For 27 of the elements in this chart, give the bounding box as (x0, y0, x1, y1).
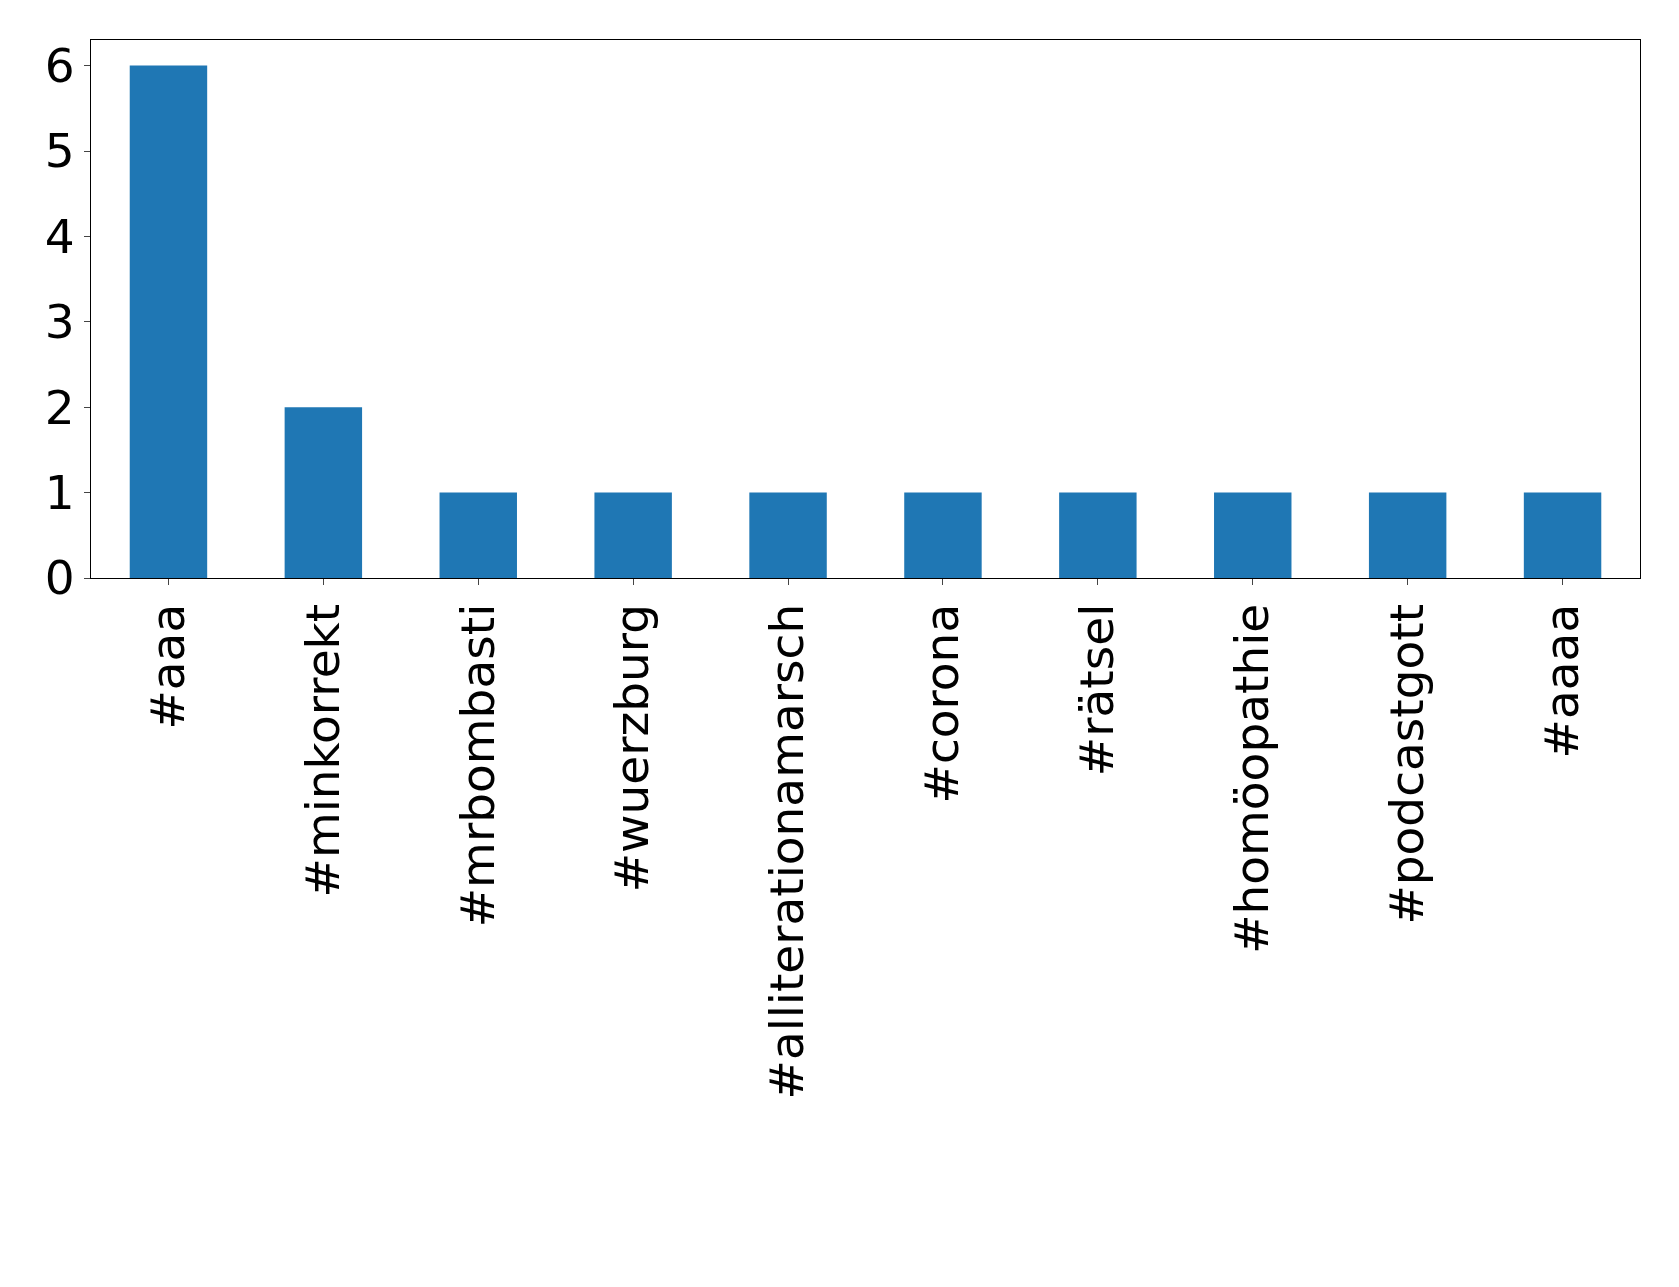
bar (594, 492, 672, 578)
bar (1368, 492, 1447, 578)
x-tick-label: #podcastgott (1378, 603, 1434, 925)
bar (439, 492, 517, 578)
bar (904, 492, 982, 578)
bar (749, 492, 827, 578)
x-tick-label: #mrbombasti (449, 603, 505, 928)
bar (1523, 492, 1602, 578)
x-tick-label: #corona (914, 603, 970, 804)
bar (1214, 492, 1292, 578)
y-tick-label: 5 (44, 123, 75, 179)
bar (1059, 492, 1137, 578)
x-tick-label: #minkorrekt (294, 603, 350, 898)
y-tick-label: 6 (44, 38, 75, 94)
y-tick-label: 1 (44, 465, 75, 521)
y-tick-label: 3 (44, 294, 75, 350)
y-tick-label: 2 (44, 379, 75, 435)
y-tick-label: 4 (44, 208, 75, 264)
x-tick-label: #alliterationamarsch (759, 603, 815, 1100)
x-tick-label: #homöopathie (1224, 603, 1280, 954)
x-tick-label: #wuerzburg (604, 603, 660, 893)
x-tick-label: #aaa (139, 603, 195, 730)
bar (129, 65, 208, 578)
x-tick-label: #aaaa (1533, 603, 1589, 759)
y-tick-label: 0 (44, 550, 75, 606)
bar (284, 407, 363, 578)
x-tick-label: #rätsel (1069, 603, 1125, 777)
